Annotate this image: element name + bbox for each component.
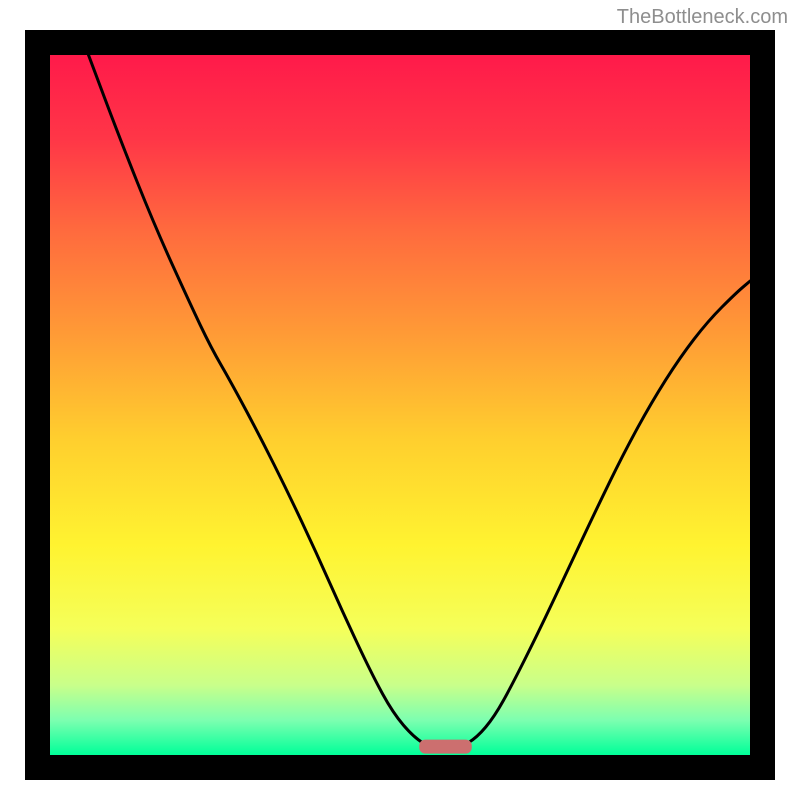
optimal-marker: [419, 740, 472, 754]
chart-svg: [25, 30, 775, 780]
watermark-text: TheBottleneck.com: [617, 6, 788, 29]
chart-frame: [25, 30, 775, 780]
gradient-background: [50, 55, 750, 755]
